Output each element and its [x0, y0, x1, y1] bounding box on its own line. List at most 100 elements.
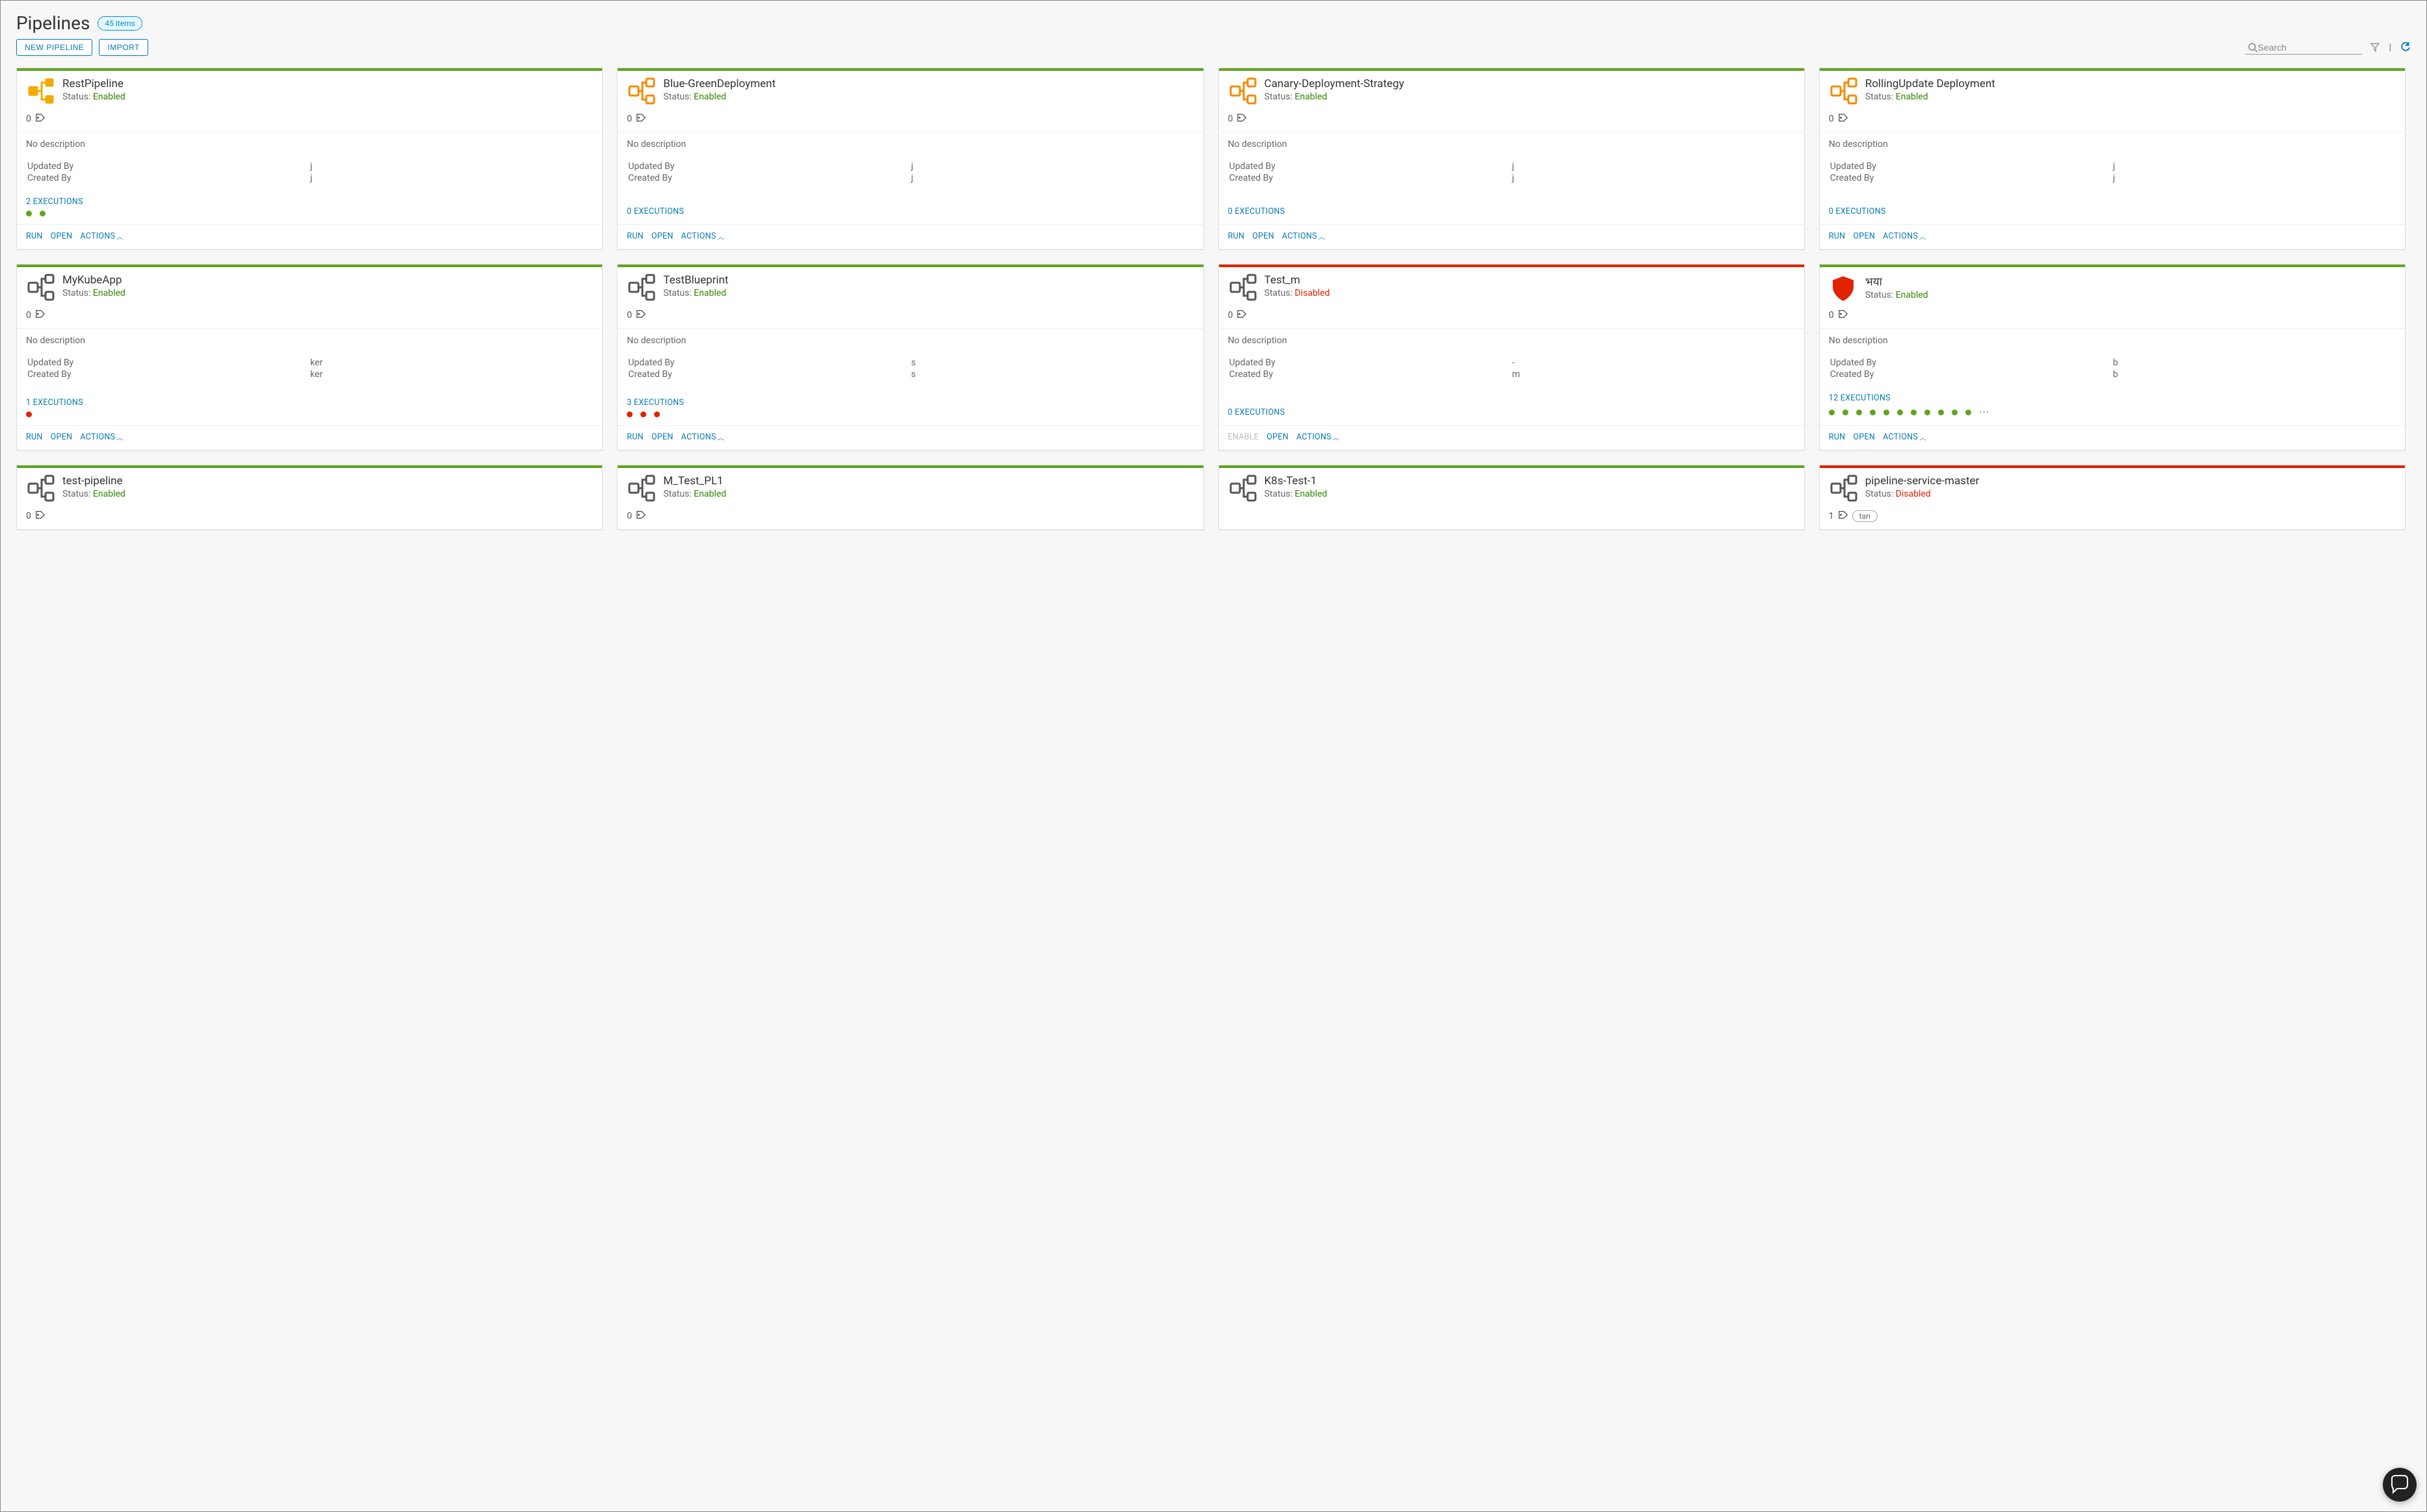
run-button[interactable]: RUN [1829, 432, 1846, 442]
updated-by-value: j [911, 161, 1192, 172]
execution-dot [1829, 410, 1835, 415]
status-label: Status: [1865, 92, 1896, 102]
open-button[interactable]: OPEN [51, 432, 73, 442]
created-by-label: Created By [1229, 369, 1511, 380]
search-input-wrap[interactable] [2245, 41, 2362, 55]
actions-menu[interactable]: ACTIONS︿ [681, 432, 724, 442]
pipeline-card[interactable]: RollingUpdate Deployment Status: Enabled… [1819, 68, 2406, 250]
pipeline-card[interactable]: TestBlueprint Status: Enabled 0 No descr… [617, 264, 1203, 450]
executions-link[interactable]: 2 EXECUTIONS [26, 197, 83, 207]
updated-by-label: Updated By [1830, 161, 2112, 172]
refresh-icon[interactable] [2400, 42, 2411, 53]
pipeline-title[interactable]: M_Test_PL1 [663, 475, 726, 488]
execution-dot [640, 411, 646, 417]
pipeline-title[interactable]: test-pipeline [62, 475, 125, 488]
status-label: Status: [62, 288, 93, 298]
tag-count: 1 [1829, 511, 1834, 521]
open-button[interactable]: OPEN [51, 231, 73, 241]
pipeline-card[interactable]: K8s-Test-1 Status: Enabled [1218, 465, 1805, 530]
pipeline-card[interactable]: Test_m Status: Disabled 0 No description… [1218, 264, 1805, 450]
tag-count: 0 [627, 114, 632, 124]
open-button[interactable]: OPEN [1853, 432, 1875, 442]
filter-icon[interactable] [2370, 42, 2380, 53]
pipeline-card[interactable]: M_Test_PL1 Status: Enabled 0 [617, 465, 1203, 530]
execution-dot [26, 411, 32, 417]
open-button[interactable]: OPEN [1853, 231, 1875, 241]
actions-menu[interactable]: ACTIONS︿ [1883, 231, 1926, 241]
pipeline-icon [1228, 274, 1257, 302]
updated-by-value: s [911, 358, 1192, 368]
execution-dots [26, 211, 593, 216]
status-value: Enabled [1896, 290, 1928, 300]
pipeline-title[interactable]: K8s-Test-1 [1265, 475, 1328, 488]
status-label: Status: [663, 288, 694, 298]
tag-chip[interactable]: tan [1852, 510, 1878, 522]
executions-link[interactable]: 3 EXECUTIONS [627, 398, 684, 408]
pipeline-title[interactable]: Canary-Deployment-Strategy [1265, 77, 1404, 90]
search-input[interactable] [2258, 42, 2376, 53]
created-by-value: s [911, 369, 1192, 380]
pipeline-grid: RestPipeline Status: Enabled 0 No descri… [16, 68, 2411, 530]
pipeline-title[interactable]: Test_m [1265, 274, 1330, 287]
pipeline-card[interactable]: MyKubeApp Status: Enabled 0 No descripti… [16, 264, 603, 450]
actions-menu[interactable]: ACTIONS︿ [1282, 231, 1325, 241]
pipeline-icon [1228, 77, 1257, 106]
pipeline-title[interactable]: pipeline-service-master [1865, 475, 1980, 488]
status-row: Status: Disabled [1865, 489, 1980, 499]
tag-row: 0 [618, 107, 1203, 132]
pipeline-icon [1228, 475, 1257, 503]
pipeline-card[interactable]: pipeline-service-master Status: Disabled… [1819, 465, 2406, 530]
tag-row: 0 [17, 107, 602, 132]
executions-link[interactable]: 12 EXECUTIONS [1829, 393, 1891, 403]
pipeline-card[interactable]: Blue-GreenDeployment Status: Enabled 0 N… [617, 68, 1203, 250]
executions-link[interactable]: 0 EXECUTIONS [1228, 408, 1285, 417]
pipeline-icon [1829, 274, 1857, 302]
run-button[interactable]: RUN [627, 432, 644, 442]
pipeline-card[interactable]: Canary-Deployment-Strategy Status: Enabl… [1218, 68, 1805, 250]
executions-link[interactable]: 0 EXECUTIONS [627, 207, 684, 216]
tag-row: 0 [618, 504, 1203, 529]
open-button[interactable]: OPEN [651, 432, 674, 442]
actions-menu[interactable]: ACTIONS︿ [80, 231, 123, 241]
execution-dot [627, 411, 633, 417]
description: No description [1829, 139, 2396, 150]
tag-row: 1 tan [1820, 504, 2405, 529]
description: No description [1228, 139, 1795, 150]
pipeline-title[interactable]: RollingUpdate Deployment [1865, 77, 1995, 90]
run-button[interactable]: RUN [627, 231, 644, 241]
execution-dot [1938, 410, 1944, 415]
actions-menu[interactable]: ACTIONS︿ [80, 432, 123, 442]
executions-link[interactable]: 0 EXECUTIONS [1829, 207, 1886, 216]
pipeline-title[interactable]: TestBlueprint [663, 274, 728, 287]
pipeline-card[interactable]: RestPipeline Status: Enabled 0 No descri… [16, 68, 603, 250]
pipeline-card[interactable]: भया Status: Enabled 0 No description Upd… [1819, 264, 2406, 450]
actions-menu[interactable]: ACTIONS︿ [1296, 432, 1339, 442]
tag-icon [35, 510, 46, 523]
run-button[interactable]: RUN [26, 231, 43, 241]
run-button[interactable]: RUN [26, 432, 43, 442]
open-button[interactable]: OPEN [1252, 231, 1274, 241]
tag-count: 0 [1228, 114, 1233, 124]
actions-menu[interactable]: ACTIONS︿ [1883, 432, 1926, 442]
chevron-up-icon: ︿ [718, 234, 724, 241]
status-row: Status: Enabled [62, 489, 125, 499]
open-button[interactable]: OPEN [651, 231, 674, 241]
new-pipeline-button[interactable]: NEW PIPELINE [16, 39, 92, 56]
execution-dot [654, 411, 660, 417]
enable-button[interactable]: ENABLE [1228, 432, 1259, 442]
pipeline-card[interactable]: test-pipeline Status: Enabled 0 [16, 465, 603, 530]
actions-menu[interactable]: ACTIONS︿ [681, 231, 724, 241]
import-button[interactable]: IMPORT [99, 39, 148, 56]
pipeline-title[interactable]: Blue-GreenDeployment [663, 77, 776, 90]
pipeline-title[interactable]: MyKubeApp [62, 274, 125, 287]
executions-link[interactable]: 1 EXECUTIONS [26, 398, 83, 408]
executions-link[interactable]: 0 EXECUTIONS [1228, 207, 1285, 216]
chat-fab[interactable] [2383, 1468, 2417, 1502]
run-button[interactable]: RUN [1829, 231, 1846, 241]
run-button[interactable]: RUN [1228, 231, 1245, 241]
open-button[interactable]: OPEN [1266, 432, 1289, 442]
pipeline-title[interactable]: भया [1865, 274, 1928, 289]
execution-dot [26, 211, 32, 216]
pipeline-title[interactable]: RestPipeline [62, 77, 125, 90]
chevron-up-icon: ︿ [116, 234, 123, 241]
